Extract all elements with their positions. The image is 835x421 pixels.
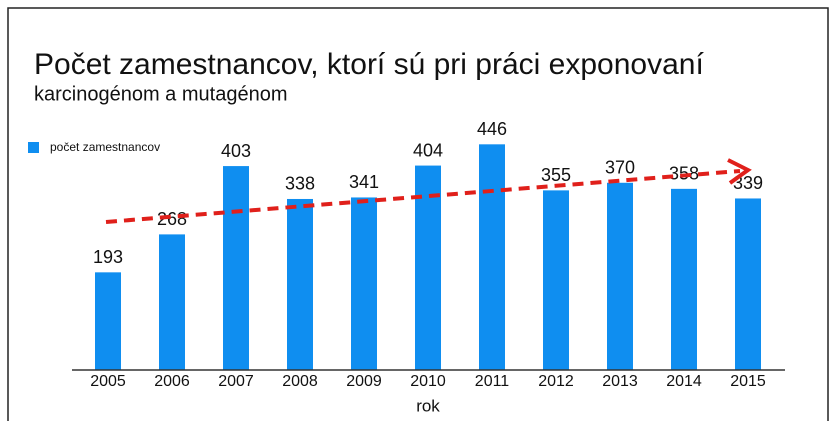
x-tick-label: 2008 <box>282 373 318 390</box>
trend-arrow <box>105 158 752 224</box>
bar <box>223 166 249 370</box>
value-label: 446 <box>477 119 507 139</box>
bar <box>735 198 761 370</box>
bar <box>671 188 697 370</box>
value-label: 193 <box>93 247 123 267</box>
value-label: 339 <box>733 173 763 193</box>
legend-swatch <box>28 142 39 153</box>
bar <box>351 197 377 370</box>
chart-subtitle: karcinogénom a mutagénom <box>34 83 287 105</box>
bar <box>95 272 121 370</box>
x-tick-label: 2007 <box>218 373 254 390</box>
value-label: 404 <box>413 140 443 160</box>
x-tick-label: 2014 <box>666 373 702 390</box>
x-tick-label: 2005 <box>90 373 126 390</box>
value-label: 338 <box>285 174 315 194</box>
arrow-head <box>727 158 752 185</box>
bar <box>159 234 185 370</box>
legend: počet zamestnancov <box>28 140 160 154</box>
plot: 193268403338341404446355370358339 <box>93 119 763 370</box>
bar <box>479 144 505 370</box>
x-tick-label: 2012 <box>538 373 574 390</box>
bar <box>543 190 569 370</box>
x-tick-label: 2006 <box>154 373 190 390</box>
bar <box>415 165 441 370</box>
x-tick-label: 2010 <box>410 373 446 390</box>
x-tick-label: 2013 <box>602 373 638 390</box>
bar <box>287 198 313 370</box>
trend-line <box>105 169 741 224</box>
value-label: 403 <box>221 141 251 161</box>
frame <box>7 7 829 421</box>
x-axis-label: rok <box>416 396 440 415</box>
x-tick-label: 2011 <box>475 373 510 390</box>
value-label: 355 <box>541 165 571 185</box>
value-label: 370 <box>605 158 635 178</box>
chart-title: Počet zamestnancov, ktorí sú pri práci e… <box>34 48 704 81</box>
legend-label: počet zamestnancov <box>50 140 160 154</box>
x-tick-label: 2015 <box>730 373 766 390</box>
value-label: 341 <box>349 172 379 192</box>
bar <box>607 182 633 370</box>
x-tick-label: 2009 <box>346 373 382 390</box>
